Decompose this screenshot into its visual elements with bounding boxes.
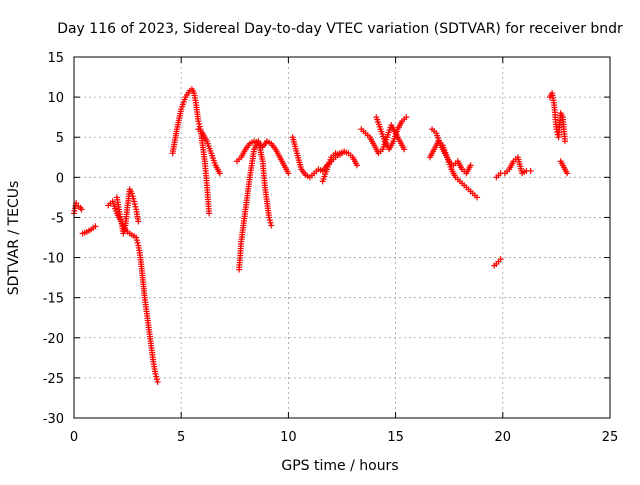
x-tick-label: 25 — [602, 430, 619, 445]
data-point — [553, 126, 560, 133]
data-points — [71, 86, 571, 385]
data-point — [132, 203, 139, 210]
data-point — [467, 162, 474, 169]
y-tick-label: -25 — [43, 372, 64, 387]
y-tick-label: 0 — [56, 171, 64, 186]
y-tick-label: -10 — [43, 252, 64, 267]
data-point — [341, 148, 348, 155]
data-point — [561, 138, 568, 145]
data-point — [131, 198, 138, 205]
x-tick-label: 0 — [70, 430, 78, 445]
y-tick-label: 5 — [56, 131, 64, 146]
data-point — [474, 194, 481, 201]
data-point — [128, 190, 135, 197]
x-tick-label: 20 — [495, 430, 512, 445]
data-point — [92, 223, 99, 230]
data-point — [403, 114, 410, 121]
data-point — [527, 167, 534, 174]
data-point — [130, 195, 137, 202]
data-point — [78, 206, 85, 213]
grid — [74, 57, 610, 418]
data-point — [133, 237, 140, 244]
data-point — [154, 378, 161, 385]
data-point — [131, 201, 138, 208]
data-point — [195, 118, 202, 125]
data-point — [266, 214, 273, 221]
y-tick-label: -5 — [51, 211, 64, 226]
plot-frame — [73, 56, 611, 419]
data-point — [121, 225, 128, 232]
x-tick-label: 5 — [177, 430, 185, 445]
data-point — [216, 170, 223, 177]
data-point — [152, 370, 159, 377]
data-point — [497, 256, 504, 263]
data-point — [354, 162, 361, 169]
y-axis-label: SDTVAR / TECUs — [6, 181, 22, 296]
data-point — [285, 170, 292, 177]
chart-title: Day 116 of 2023, Sidereal Day-to-day VTE… — [57, 21, 623, 37]
data-point — [267, 219, 274, 226]
x-tick-label: 10 — [280, 430, 297, 445]
data-point — [268, 222, 275, 229]
data-point — [129, 193, 136, 200]
data-point — [206, 210, 213, 217]
data-point — [266, 217, 273, 224]
x-tick-label: 15 — [387, 430, 404, 445]
x-axis-label: GPS time / hours — [281, 458, 398, 474]
data-point — [135, 218, 142, 225]
data-point — [120, 230, 127, 237]
data-point — [121, 227, 128, 234]
y-tick-label: 15 — [47, 51, 64, 66]
data-point — [134, 239, 141, 246]
y-tick-label: -30 — [43, 412, 64, 427]
y-tick-label: -20 — [43, 332, 64, 347]
y-tick-label: 10 — [47, 91, 64, 106]
data-point — [196, 120, 203, 127]
data-point — [133, 234, 140, 241]
data-point — [153, 373, 160, 380]
data-point — [564, 170, 571, 177]
data-point — [153, 376, 160, 383]
data-point — [401, 146, 408, 153]
y-tick-label: -15 — [43, 292, 64, 307]
